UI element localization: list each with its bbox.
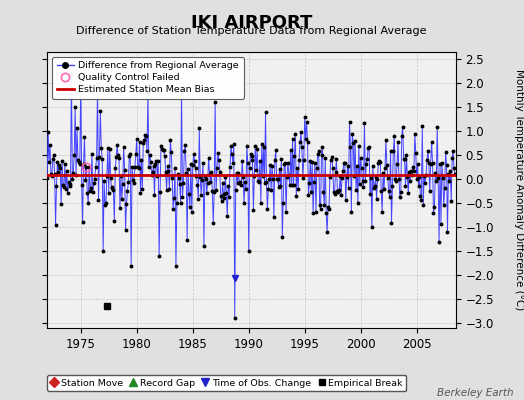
Legend: Station Move, Record Gap, Time of Obs. Change, Empirical Break: Station Move, Record Gap, Time of Obs. C…	[47, 375, 407, 391]
Text: Difference of Station Temperature Data from Regional Average: Difference of Station Temperature Data f…	[77, 26, 427, 36]
Text: Berkeley Earth: Berkeley Earth	[437, 388, 514, 398]
Legend: Difference from Regional Average, Quality Control Failed, Estimated Station Mean: Difference from Regional Average, Qualit…	[52, 57, 244, 99]
Y-axis label: Monthly Temperature Anomaly Difference (°C): Monthly Temperature Anomaly Difference (…	[514, 69, 523, 311]
Text: IKI AIRPORT: IKI AIRPORT	[191, 14, 312, 32]
